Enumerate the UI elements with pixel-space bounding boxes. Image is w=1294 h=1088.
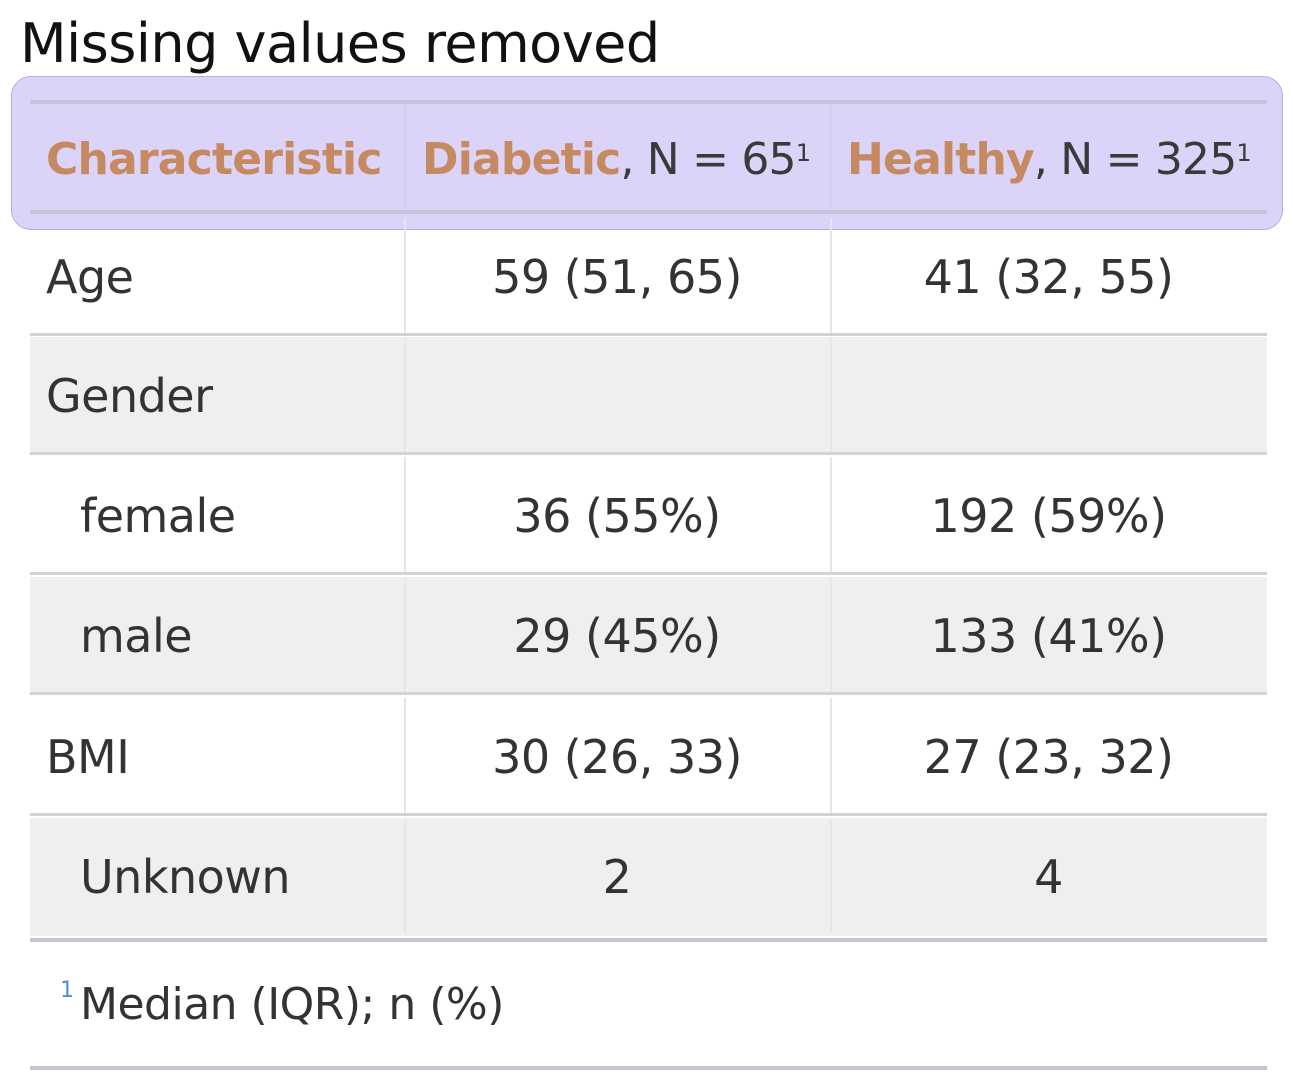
header-healthy: Healthy, N = 325 1 — [847, 104, 1252, 214]
diabetic-value — [404, 337, 830, 455]
column-separator — [830, 577, 832, 692]
row-label: Gender — [46, 369, 213, 423]
healthy-value: 27 (23, 32) — [923, 730, 1174, 784]
header-characteristic: Characteristic — [46, 104, 382, 214]
header-healthy-n: , N = 325 — [1033, 133, 1237, 185]
row-divider — [30, 452, 1267, 455]
table-header: Characteristic Diabetic, N = 65 1 Healthy… — [30, 100, 1267, 218]
diabetic-value: 59 (51, 65) — [492, 250, 742, 304]
header-diabetic-footnote-mark: 1 — [795, 139, 811, 167]
column-separator — [404, 577, 406, 692]
header-diabetic-label: Diabetic — [422, 133, 621, 185]
row-divider — [30, 692, 1267, 695]
table-row: female 36 (55%) 192 (59%) — [30, 457, 1267, 575]
diabetic-value: 36 (55%) — [513, 489, 721, 543]
column-separator — [830, 698, 832, 813]
table-row: male 29 (45%) 133 (41%) — [30, 577, 1267, 695]
body-bottom-rule — [30, 938, 1267, 942]
header-separator — [404, 104, 406, 214]
table-row: BMI 30 (26, 33) 27 (23, 32) — [30, 698, 1267, 816]
table-row: Unknown 2 4 — [30, 818, 1267, 936]
page-title: Missing values removed — [20, 12, 660, 75]
healthy-value: 133 (41%) — [930, 609, 1167, 663]
row-label: female — [80, 489, 236, 543]
diabetic-value: 2 — [602, 850, 632, 904]
column-separator — [404, 818, 406, 933]
row-label: BMI — [46, 730, 130, 784]
row-label: Unknown — [80, 850, 291, 904]
column-separator — [830, 337, 832, 452]
column-separator — [830, 218, 832, 333]
diabetic-value: 29 (45%) — [513, 609, 721, 663]
healthy-value: 41 (32, 55) — [923, 250, 1174, 304]
row-divider — [30, 572, 1267, 575]
row-label: Age — [46, 250, 134, 304]
table-row: Gender — [30, 337, 1267, 455]
table-footnote: 1 Median (IQR); n (%) — [30, 942, 1267, 1066]
healthy-value — [830, 337, 1267, 455]
table-row: Age 59 (51, 65) 41 (32, 55) — [30, 218, 1267, 336]
footnote-mark: 1 — [60, 977, 74, 1003]
column-separator — [830, 457, 832, 572]
column-separator — [404, 337, 406, 452]
column-separator — [404, 698, 406, 813]
diabetic-value: 30 (26, 33) — [492, 730, 742, 784]
header-diabetic-n: , N = 65 — [620, 133, 796, 185]
top-rule — [30, 100, 1267, 104]
header-separator — [830, 104, 832, 214]
column-separator — [404, 218, 406, 333]
column-separator — [404, 457, 406, 572]
table-bottom-rule — [30, 1066, 1267, 1070]
header-diabetic: Diabetic, N = 65 1 — [422, 104, 811, 214]
header-healthy-footnote-mark: 1 — [1236, 139, 1251, 167]
row-label: male — [80, 609, 193, 663]
row-divider — [30, 333, 1267, 336]
column-separator — [830, 818, 832, 933]
header-characteristic-label: Characteristic — [46, 133, 382, 185]
header-bottom-rule — [30, 210, 1267, 214]
healthy-value: 192 (59%) — [930, 489, 1167, 543]
footnote-text: Median (IQR); n (%) — [80, 978, 504, 1030]
header-healthy-label: Healthy — [847, 133, 1035, 185]
row-divider — [30, 813, 1267, 816]
healthy-value: 4 — [1034, 850, 1063, 904]
